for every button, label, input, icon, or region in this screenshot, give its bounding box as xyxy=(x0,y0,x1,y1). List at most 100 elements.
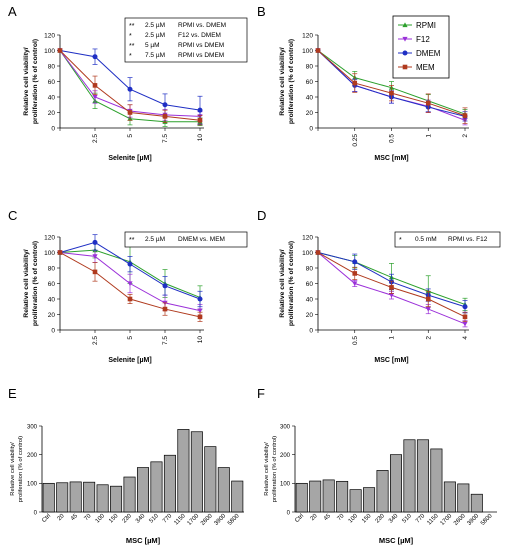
y-tick-label: 120 xyxy=(44,32,55,39)
data-point xyxy=(425,100,431,106)
x-tick-label: 510 xyxy=(402,513,414,525)
bar xyxy=(96,484,109,513)
data-point xyxy=(197,296,203,302)
bar xyxy=(403,439,416,513)
y-tick-label: 60 xyxy=(306,281,314,288)
bar xyxy=(389,454,403,513)
x-tick-label: 1 xyxy=(425,134,432,138)
bar xyxy=(349,489,362,513)
x-tick-label: 5800 xyxy=(480,513,494,527)
y-tick-label: 100 xyxy=(44,48,55,55)
annotation-box: * 0.5 mM RPMI vs. F12 xyxy=(394,231,501,248)
annotation-dose: 7.5 µM xyxy=(145,52,165,59)
x-tick-label: 770 xyxy=(415,513,427,525)
x-tick-label: 2600 xyxy=(453,513,467,527)
y-tick-label: 0 xyxy=(287,510,291,516)
data-point xyxy=(92,94,98,100)
x-tick-label: 10 xyxy=(197,134,204,142)
y-tick-label: 40 xyxy=(306,94,314,101)
annotation-comparison: RPMI vs DMEM xyxy=(178,52,224,59)
y-axis-label-line: proliferation (% of control) xyxy=(272,436,278,502)
panel-label: B xyxy=(257,4,266,19)
x-tick-label: 150 xyxy=(361,513,373,525)
x-tick-label: 0.25 xyxy=(352,134,359,147)
legend-marker xyxy=(402,22,408,28)
annotation-border xyxy=(124,17,248,63)
x-tick-label: 5 xyxy=(127,336,134,340)
x-tick-label: Ctrl xyxy=(294,513,305,524)
x-tick-label: 1 xyxy=(389,336,396,340)
y-tick-label: 40 xyxy=(48,296,56,303)
x-axis-label: MSC [mM] xyxy=(374,155,408,162)
x-tick-label: 4 xyxy=(462,336,469,340)
legend-label: MEM xyxy=(416,63,435,72)
x-tick-label: 100 xyxy=(95,513,107,525)
panel-label: F xyxy=(257,386,265,401)
y-axis-label-line: proliferation (% of control) xyxy=(32,39,39,124)
y-tick-label: 20 xyxy=(48,110,56,117)
y-tick-label: 20 xyxy=(306,110,314,117)
data-point xyxy=(92,239,98,245)
x-axis-label: Selenite [µM] xyxy=(108,155,151,162)
data-point xyxy=(127,86,133,92)
data-point xyxy=(352,80,358,86)
y-axis-label-line: Relative cell viability/ xyxy=(10,442,16,496)
series-mem xyxy=(57,250,203,322)
annotation-dose: 2.5 µM xyxy=(145,32,165,39)
x-tick-label: 7.5 xyxy=(162,134,169,143)
x-tick-label: 70 xyxy=(84,513,93,522)
y-tick-label: 80 xyxy=(306,265,314,272)
data-point xyxy=(92,83,98,88)
x-tick-label: 2 xyxy=(462,134,469,138)
series-dmem xyxy=(57,48,203,125)
y-axis-label-line: Relative cell viability/ xyxy=(279,249,286,317)
y-axis-label: Relative cell viability/proliferation (%… xyxy=(23,39,39,124)
panel-D: D 0 20 40 60 80 100 120 0.5 1 2 4 MSC [mM] Relative c… xyxy=(257,208,501,364)
x-tick-label: 2.5 xyxy=(92,134,99,143)
y-tick-label: 60 xyxy=(48,79,56,86)
bar xyxy=(309,480,322,513)
x-tick-label: 3900 xyxy=(467,513,481,527)
data-point xyxy=(197,117,203,123)
data-point xyxy=(462,321,468,327)
series-mem xyxy=(315,48,468,124)
x-tick-label: 1700 xyxy=(440,513,454,527)
bar xyxy=(457,483,470,513)
y-tick-label: 300 xyxy=(280,424,291,430)
data-point xyxy=(92,254,98,259)
legend-marker xyxy=(402,64,408,70)
y-tick-label: 100 xyxy=(44,250,55,257)
x-tick-label: 70 xyxy=(337,513,346,522)
panel-label: C xyxy=(8,208,17,223)
x-tick-label: 1150 xyxy=(426,513,440,527)
bar xyxy=(150,461,163,513)
annotation-stars: * xyxy=(129,33,132,40)
legend-marker xyxy=(402,50,408,56)
legend-marker xyxy=(402,36,408,42)
legend-label: DMEM xyxy=(416,49,441,58)
data-point xyxy=(92,54,98,60)
x-axis-label: MSC [µM] xyxy=(379,536,414,545)
bar xyxy=(376,470,389,513)
y-axis-label-line: proliferation (% of control) xyxy=(288,241,295,326)
series-f12 xyxy=(315,250,468,328)
y-tick-label: 0 xyxy=(309,327,313,334)
series-mem xyxy=(57,48,203,126)
data-point xyxy=(127,110,133,115)
data-point xyxy=(462,304,468,310)
bar xyxy=(204,446,217,513)
y-axis-label: Relative cell viability/proliferation (%… xyxy=(23,241,39,326)
y-tick-label: 200 xyxy=(280,453,291,459)
bar xyxy=(110,485,123,513)
x-tick-label: 510 xyxy=(149,513,161,525)
y-axis-label-line: Relative cell viability/ xyxy=(23,47,30,115)
bar xyxy=(123,476,136,513)
annotation-border xyxy=(394,231,501,248)
bar xyxy=(295,482,308,513)
x-tick-label: 230 xyxy=(122,513,134,525)
x-tick-label: 0.5 xyxy=(352,336,359,345)
y-axis-label: Relative cell viability/proliferation (%… xyxy=(264,436,278,502)
x-tick-label: 2600 xyxy=(200,513,214,527)
